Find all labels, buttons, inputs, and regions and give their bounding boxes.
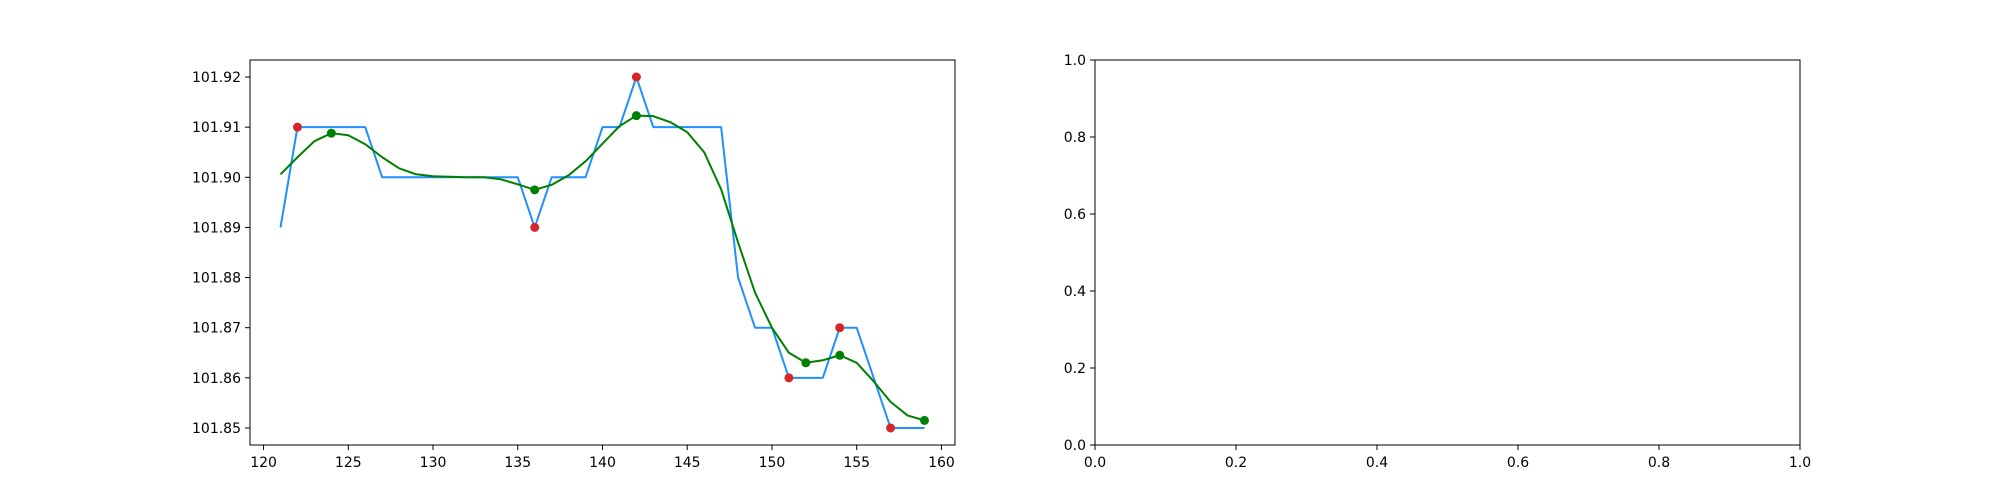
left-series-2-point-2 (631, 72, 641, 82)
right-axes-frame (1094, 59, 1801, 446)
right-x-tick-label-4: 0.8 (1648, 455, 1670, 471)
right-x-tick-label-3: 0.6 (1507, 455, 1529, 471)
right-x-tick-label-2: 0.4 (1366, 455, 1388, 471)
left-x-tick-label-3: 135 (504, 455, 531, 471)
left-y-tick-label-3: 101.88 (192, 271, 241, 287)
left-series-0-line (279, 76, 925, 429)
left-x-tick-label-7: 155 (843, 455, 870, 471)
left-x-tick-label-0: 120 (250, 455, 277, 471)
right-y-tick-label-3: 0.6 (1064, 207, 1086, 223)
left-plot: 120 125 130 135 140 145 150 155 160 101.85 101.86 1… (192, 59, 956, 471)
left-x-tick-label-8: 160 (928, 455, 955, 471)
left-x-tick-label-5: 145 (674, 455, 701, 471)
left-y-tick-label-4: 101.89 (192, 220, 241, 236)
left-series-2-point-4 (835, 323, 845, 333)
left-series-3-point-1 (530, 185, 540, 195)
left-x-tick-label-1: 125 (335, 455, 362, 471)
right-y-tick-label-4: 0.8 (1064, 130, 1086, 146)
left-series-3-point-3 (801, 358, 811, 368)
left-series-2-point-1 (530, 222, 540, 232)
left-series-2-point-3 (784, 373, 794, 383)
right-y-tick-label-5: 1.0 (1064, 53, 1086, 69)
right-x-tick-label-5: 1.0 (1789, 455, 1811, 471)
left-axes-frame (249, 59, 956, 446)
left-series-2-point-5 (886, 423, 896, 433)
left-series-3-point-0 (326, 128, 336, 138)
right-y-tick-label-0: 0.0 (1064, 438, 1086, 454)
left-series-3-point-4 (835, 350, 845, 360)
left-y-tick-label-6: 101.91 (192, 120, 241, 136)
right-y-tick-label-1: 0.2 (1064, 361, 1086, 377)
left-y-tick-label-2: 101.87 (192, 321, 241, 337)
left-y-tick-label-1: 101.86 (192, 371, 241, 387)
left-y-tick-label-5: 101.90 (192, 170, 241, 186)
right-x-tick-label-1: 0.2 (1225, 455, 1247, 471)
left-y-tick-label-7: 101.92 (192, 70, 241, 86)
right-plot: 0.0 0.2 0.4 0.6 0.8 1.0 0.0 0.2 0.4 0.6 0.8 1.0 (1064, 53, 1811, 471)
left-x-tick-label-2: 130 (420, 455, 447, 471)
left-series-1-line (279, 114, 925, 422)
left-series-3-point-2 (631, 111, 641, 121)
left-series-3-point-5 (919, 415, 929, 425)
left-y-tick-label-0: 101.85 (192, 421, 241, 437)
right-y-tick-label-2: 0.4 (1064, 284, 1086, 300)
left-x-tick-label-6: 150 (759, 455, 786, 471)
left-x-tick-label-4: 140 (589, 455, 616, 471)
right-x-tick-label-0: 0.0 (1084, 455, 1106, 471)
left-series-2-point-0 (292, 122, 302, 132)
